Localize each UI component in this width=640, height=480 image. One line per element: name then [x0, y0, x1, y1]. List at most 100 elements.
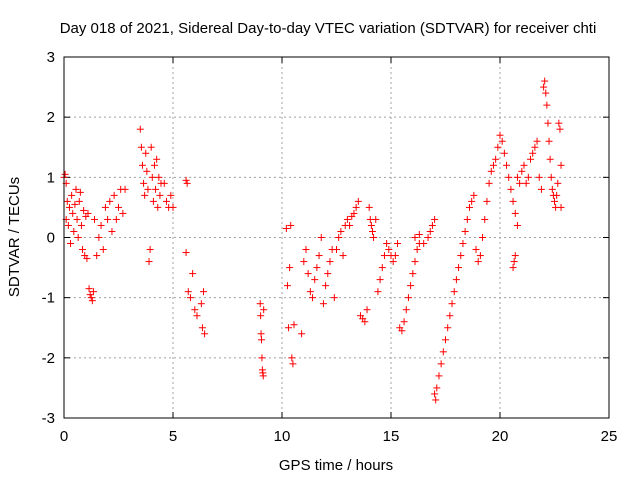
- data-point: [400, 318, 408, 326]
- data-point: [485, 179, 493, 187]
- data-point: [121, 185, 129, 193]
- data-markers: [60, 77, 565, 404]
- data-point: [148, 173, 156, 181]
- data-point: [300, 258, 308, 266]
- data-point: [182, 176, 190, 184]
- data-point: [144, 185, 152, 193]
- data-point: [108, 227, 116, 235]
- data-point: [450, 288, 458, 296]
- data-point: [84, 209, 92, 217]
- data-point: [365, 203, 373, 211]
- data-point: [507, 185, 515, 193]
- data-point: [544, 119, 552, 127]
- data-point: [333, 246, 340, 254]
- data-point: [492, 155, 500, 163]
- data-point: [302, 246, 310, 254]
- plot-area: [63, 56, 610, 419]
- data-point: [503, 161, 511, 169]
- data-point: [346, 221, 354, 229]
- data-point: [290, 321, 298, 329]
- data-point: [376, 276, 384, 284]
- data-point: [378, 264, 386, 272]
- data-point: [153, 155, 161, 163]
- data-point: [80, 206, 88, 214]
- x-tick-label: 5: [169, 428, 177, 445]
- data-point: [513, 173, 521, 181]
- data-point: [306, 288, 314, 296]
- data-point: [367, 221, 375, 229]
- data-point: [455, 264, 463, 272]
- data-point: [487, 167, 495, 175]
- data-point: [428, 221, 436, 229]
- data-point: [444, 324, 452, 332]
- data-point: [147, 143, 155, 151]
- data-point: [411, 234, 419, 241]
- data-point: [498, 137, 506, 145]
- data-point: [69, 209, 77, 217]
- data-point: [315, 252, 323, 260]
- data-point: [283, 282, 291, 290]
- data-point: [483, 197, 491, 205]
- data-point: [409, 270, 417, 278]
- data-point: [162, 197, 170, 205]
- data-point: [415, 230, 423, 238]
- data-point: [547, 173, 555, 181]
- y-tick-label: -2: [42, 350, 55, 367]
- data-point: [505, 173, 513, 181]
- data-point: [140, 179, 148, 187]
- data-point: [115, 203, 122, 211]
- data-point: [65, 203, 73, 211]
- data-point: [285, 324, 293, 332]
- data-point: [309, 294, 317, 302]
- data-point: [83, 255, 91, 263]
- data-point: [330, 294, 338, 302]
- data-point: [437, 360, 445, 368]
- data-point: [459, 240, 467, 248]
- data-point: [112, 215, 120, 223]
- data-point: [531, 143, 539, 151]
- data-point: [472, 246, 480, 254]
- data-point: [432, 396, 440, 404]
- data-point: [529, 149, 537, 157]
- data-point: [197, 300, 205, 308]
- data-point: [540, 83, 548, 91]
- data-point: [88, 297, 96, 305]
- data-point: [522, 179, 530, 187]
- data-point: [70, 227, 78, 235]
- data-point: [557, 203, 565, 211]
- data-point: [313, 264, 321, 272]
- data-point: [260, 306, 268, 314]
- data-point: [142, 149, 150, 157]
- data-point: [99, 246, 107, 254]
- data-point: [282, 224, 290, 232]
- data-point: [75, 197, 83, 205]
- data-point: [286, 264, 294, 272]
- data-point: [77, 221, 85, 229]
- data-point: [426, 227, 434, 235]
- data-point: [556, 125, 564, 133]
- data-point: [518, 167, 526, 175]
- data-point: [545, 137, 553, 145]
- data-point: [110, 191, 118, 199]
- data-point: [79, 246, 87, 254]
- data-point: [509, 197, 517, 205]
- data-point: [76, 188, 84, 196]
- data-point: [391, 252, 399, 260]
- data-point: [431, 215, 439, 223]
- data-point: [63, 197, 71, 205]
- x-tick-label: 0: [60, 428, 68, 445]
- data-point: [554, 179, 562, 187]
- data-point: [442, 336, 449, 344]
- data-point: [182, 249, 190, 257]
- data-point: [509, 264, 517, 272]
- data-point: [288, 354, 296, 362]
- data-point: [326, 258, 334, 266]
- data-point: [513, 221, 521, 229]
- data-point: [457, 252, 465, 260]
- data-point: [86, 291, 94, 299]
- y-tick-label: 2: [47, 109, 55, 126]
- data-point: [85, 285, 93, 293]
- data-point: [479, 234, 487, 241]
- data-point: [72, 185, 80, 193]
- data-point: [557, 161, 565, 169]
